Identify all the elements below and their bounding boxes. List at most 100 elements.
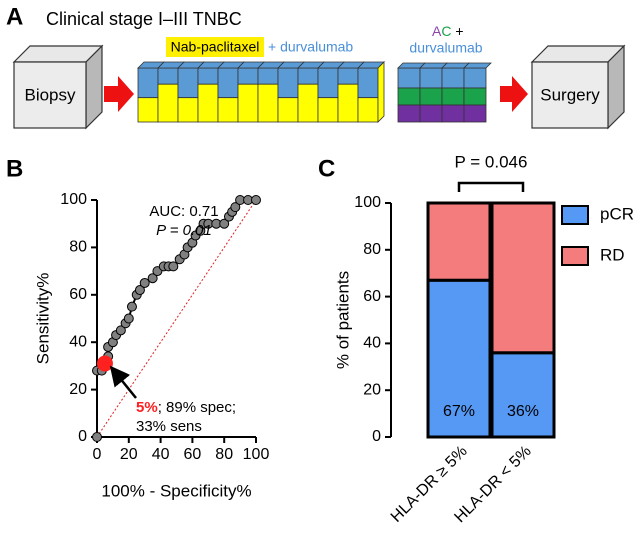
y-tick-label: 0 [372, 428, 381, 445]
annotation: AUC: 0.71 [149, 203, 218, 220]
legend-swatch [561, 205, 589, 225]
panel-label: B [6, 155, 23, 182]
block-side [463, 62, 492, 69]
block [419, 104, 443, 123]
arrow [500, 76, 528, 112]
y-tick-label: 80 [363, 241, 381, 258]
block [463, 67, 487, 89]
y-tick-label: 80 [69, 239, 87, 256]
x-tick-label: 0 [93, 446, 102, 463]
block-top [217, 67, 239, 99]
y-tick-label: 100 [354, 194, 381, 211]
x-tick-label: 60 [184, 446, 202, 463]
highlight [166, 37, 264, 57]
block-bottom [357, 97, 379, 123]
annotation-arrow [109, 365, 137, 399]
block [397, 104, 421, 123]
roc-point [219, 218, 230, 229]
annotation: P = 0.01 [156, 222, 212, 239]
reference-line [96, 199, 257, 438]
block [463, 87, 487, 106]
block-bottom [257, 83, 279, 123]
significance-bracket [457, 181, 525, 192]
bar-segment [426, 278, 492, 439]
block-top [357, 67, 379, 99]
highlight-label: 5%; 89% spec; [136, 399, 236, 416]
regimen-c: C [441, 23, 451, 39]
block [419, 67, 443, 89]
value-label: 67% [443, 403, 475, 420]
regimen-label: durvalumab [409, 40, 482, 56]
roc-point [126, 301, 137, 312]
biopsy-box [12, 44, 104, 130]
block-top [277, 67, 299, 99]
highlight-point [96, 355, 113, 372]
roc-point [123, 313, 134, 324]
block-bottom [217, 97, 239, 123]
x-tick-label: 100 [243, 446, 270, 463]
node-label: Biopsy [24, 85, 76, 104]
x-tick-label: 40 [152, 446, 170, 463]
block-top [297, 67, 319, 85]
block-top [317, 67, 339, 99]
roc-point [92, 432, 102, 442]
block-top [337, 67, 359, 85]
y-tick-label: 40 [69, 333, 87, 350]
bar-segment [490, 201, 556, 355]
regimen-label: + durvalumab [268, 39, 353, 55]
legend-swatch [561, 246, 589, 266]
block-bottom [237, 83, 259, 123]
block-bottom [137, 97, 159, 123]
y-tick-label: 0 [78, 428, 87, 445]
block-top [237, 67, 259, 85]
y-tick-label: 40 [363, 335, 381, 352]
roc-point [230, 202, 241, 213]
regimen-plus: + [455, 23, 463, 39]
roc-point [168, 261, 179, 272]
y-tick-label: 100 [60, 191, 87, 208]
block [397, 67, 421, 89]
x-tick-label: 20 [120, 446, 138, 463]
y-tick-label: 60 [69, 286, 87, 303]
surgery-box [530, 44, 626, 130]
roc-point [147, 273, 158, 284]
bar-segment [426, 201, 492, 282]
highlight-value: 5% [136, 399, 158, 416]
panel-label: C [318, 155, 335, 182]
block [397, 87, 421, 106]
regimen-a: A [432, 23, 442, 39]
block-top [177, 67, 199, 99]
roc-point [134, 285, 145, 296]
block [419, 87, 443, 106]
block [441, 87, 465, 106]
block-bottom [277, 97, 299, 123]
y-tick-label: 20 [363, 381, 381, 398]
p-value: P = 0.046 [455, 152, 528, 171]
y-tick-label: 20 [69, 381, 87, 398]
block-bottom [197, 83, 219, 123]
x-tick-label: 80 [215, 446, 233, 463]
block-bottom [297, 83, 319, 123]
regimen-label: Nab-paclitaxel [171, 39, 260, 55]
y-tick-label: 60 [363, 288, 381, 305]
roc-point [251, 195, 261, 205]
block-bottom [317, 97, 339, 123]
y-axis-label: % of patients [333, 271, 352, 369]
roc-point [139, 277, 150, 288]
x-axis-label: 100% - Specificity% [101, 481, 251, 500]
block-top [257, 67, 279, 85]
block-side [377, 61, 385, 123]
block-bottom [337, 83, 359, 123]
bar-segment [490, 351, 556, 439]
diagram-title: Clinical stage I–III TNBC [46, 9, 242, 29]
block [441, 104, 465, 123]
regimen-label: AC + [432, 23, 464, 39]
highlight-detail: ; 89% spec; [158, 399, 236, 416]
arrow [104, 76, 134, 112]
block-bottom [177, 97, 199, 123]
block-top [137, 67, 159, 99]
roc-point [115, 325, 126, 336]
value-label: 36% [507, 403, 539, 420]
legend-label: pCR [600, 204, 634, 223]
